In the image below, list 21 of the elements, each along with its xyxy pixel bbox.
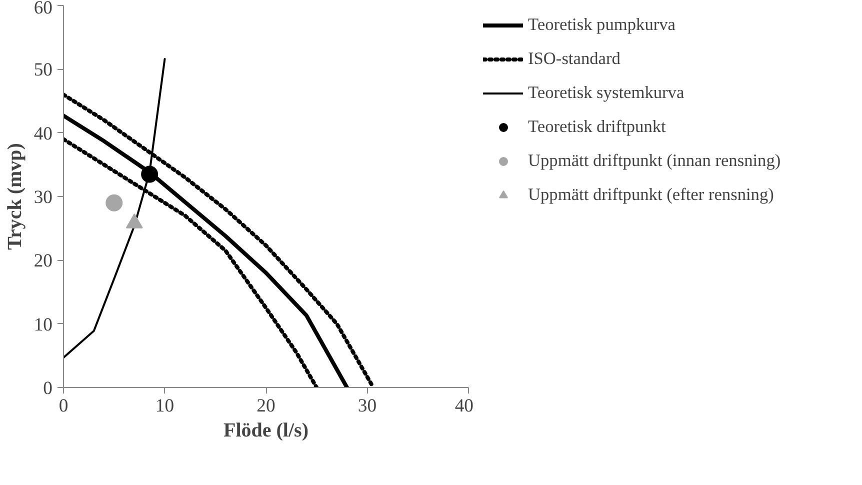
y-tick-label: 50 — [34, 60, 52, 81]
y-tick-label: 40 — [34, 123, 52, 144]
x-tick-label: 10 — [155, 396, 174, 416]
y-tick-label: 20 — [34, 250, 52, 272]
x-tick-label: 30 — [358, 396, 377, 416]
legend-label: Uppmätt driftpunkt (innan rensning) — [528, 151, 781, 171]
legend-label: Teoretisk systemkurva — [528, 83, 684, 103]
y-tick-label: 0 — [43, 378, 52, 399]
legend-label: ISO-standard — [528, 49, 620, 69]
legend-label: Teoretisk pumpkurva — [528, 15, 676, 35]
x-tick-label: 40 — [454, 396, 474, 416]
y-tick-label: 10 — [34, 314, 52, 336]
x-axis-title: Flöde (l/s) — [224, 420, 309, 442]
y-tick-label: 30 — [34, 187, 52, 208]
x-tick-label: 20 — [256, 396, 276, 416]
y-tick-label: 60 — [34, 0, 52, 18]
y-axis-title: Tryck (mvp) — [4, 143, 26, 250]
line-series — [64, 114, 349, 388]
legend-label: Uppmätt driftpunkt (efter rensning) — [528, 185, 774, 205]
legend-label: Teoretisk driftpunkt — [528, 117, 666, 137]
x-tick-label: 0 — [58, 396, 68, 416]
